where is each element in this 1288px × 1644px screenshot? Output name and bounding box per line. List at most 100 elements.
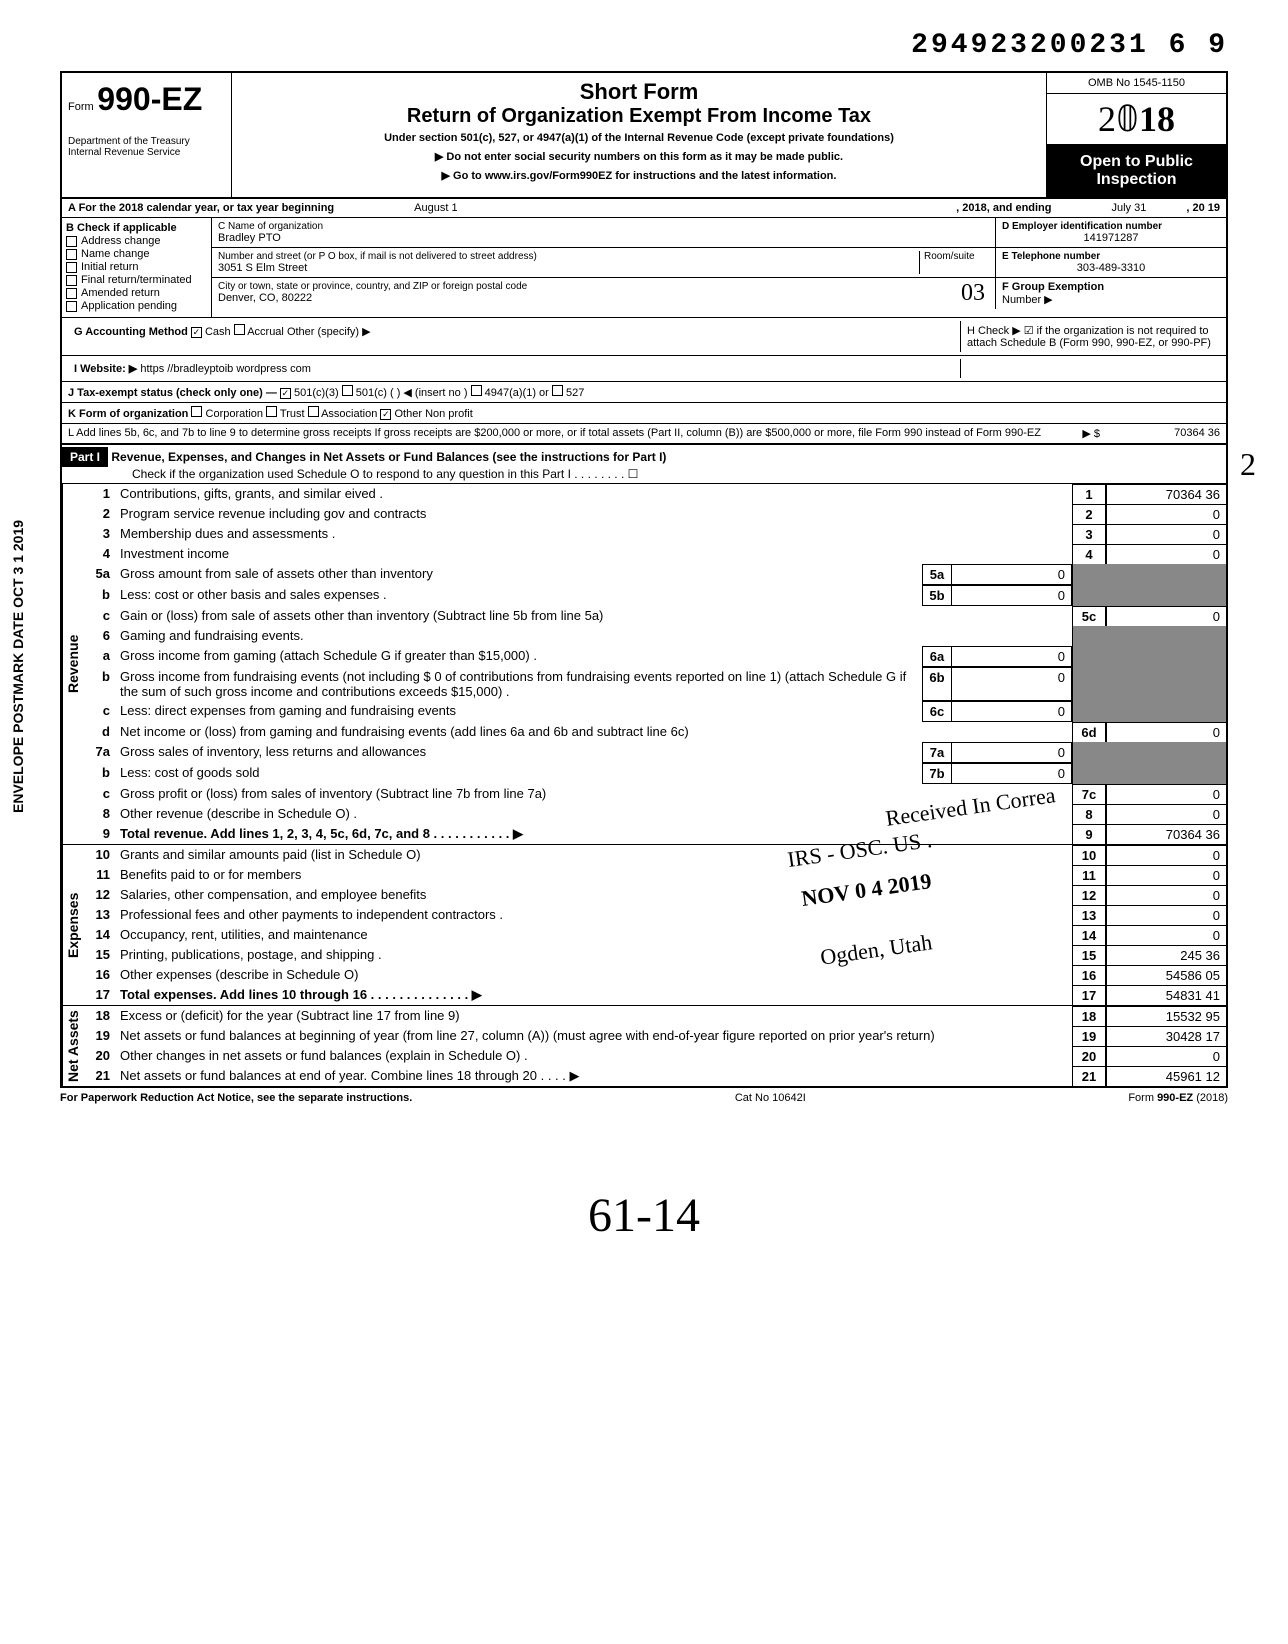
line-6c-desc: Less: direct expenses from gaming and fu… — [116, 701, 922, 722]
line-13-val: 0 — [1106, 905, 1226, 925]
cb-501c[interactable] — [342, 385, 353, 396]
part1-title: Revenue, Expenses, and Changes in Net As… — [111, 450, 666, 464]
line-5c-desc: Gain or (loss) from sale of assets other… — [116, 606, 1072, 626]
cb-corp[interactable] — [191, 406, 202, 417]
cb-accrual[interactable] — [234, 324, 245, 335]
line-2-box: 2 — [1072, 504, 1106, 524]
line-7b-desc: Less: cost of goods sold — [116, 763, 922, 784]
line-8-box: 8 — [1072, 804, 1106, 824]
line-20-num: 20 — [86, 1046, 116, 1066]
footer: For Paperwork Reduction Act Notice, see … — [60, 1088, 1228, 1108]
line-5a-num: 5a — [86, 564, 116, 585]
line-16-box: 16 — [1072, 965, 1106, 985]
lbl-other-method: Other (specify) ▶ — [287, 326, 371, 338]
line-2-desc: Program service revenue including gov an… — [116, 504, 1072, 524]
line-5b-num: b — [86, 585, 116, 606]
line-17-desc: Total expenses. Add lines 10 through 16 … — [120, 987, 482, 1002]
line-8-num: 8 — [86, 804, 116, 824]
line-12-val: 0 — [1106, 885, 1226, 905]
line-17-box: 17 — [1072, 985, 1106, 1005]
phone-label: E Telephone number — [1002, 251, 1220, 262]
cb-527[interactable] — [552, 385, 563, 396]
line-7a-num: 7a — [86, 742, 116, 763]
city-label: City or town, state or province, country… — [218, 281, 989, 292]
group-exempt-label: F Group Exemption — [1002, 281, 1104, 293]
row-a-prefix: A For the 2018 calendar year, or tax yea… — [68, 202, 334, 214]
lbl-4947: 4947(a)(1) or — [485, 387, 549, 399]
city-value: Denver, CO, 80222 — [218, 292, 989, 304]
line-6d-desc: Net income or (loss) from gaming and fun… — [116, 722, 1072, 742]
line-21-val: 45961 12 — [1106, 1066, 1226, 1086]
line-18-num: 18 — [86, 1006, 116, 1026]
ein-value: 141971287 — [1002, 232, 1220, 244]
handwritten-bottom: 61-14 — [60, 1188, 1228, 1243]
line-19-num: 19 — [86, 1026, 116, 1046]
line-18-desc: Excess or (deficit) for the year (Subtra… — [116, 1006, 1072, 1026]
subtitle: Under section 501(c), 527, or 4947(a)(1)… — [242, 132, 1036, 144]
line-18-val: 15532 95 — [1106, 1006, 1226, 1026]
handwritten-03: 03 — [961, 280, 985, 307]
cb-4947[interactable] — [471, 385, 482, 396]
cb-initial-return[interactable] — [66, 262, 77, 273]
cb-other-org[interactable] — [380, 409, 391, 420]
header-grid: B Check if applicable Address change Nam… — [60, 218, 1228, 318]
line-11-desc: Benefits paid to or for members — [116, 865, 1072, 885]
cb-assoc[interactable] — [308, 406, 319, 417]
omb-number: OMB No 1545-1150 — [1047, 73, 1226, 94]
cb-cash[interactable] — [191, 327, 202, 338]
line-6d-box: 6d — [1072, 722, 1106, 742]
line-7c-val: 0 — [1106, 784, 1226, 804]
line-6a-desc: Gross income from gaming (attach Schedul… — [116, 646, 922, 667]
cb-address-change[interactable] — [66, 236, 77, 247]
part1-check: Check if the organization used Schedule … — [132, 467, 638, 481]
lbl-527: 527 — [566, 387, 584, 399]
row-g: G Accounting Method Cash Accrual Other (… — [68, 321, 960, 352]
lbl-final-return: Final return/terminated — [81, 274, 192, 286]
line-5a-mv: 0 — [952, 564, 1072, 585]
cb-name-change[interactable] — [66, 249, 77, 260]
line-9-val: 70364 36 — [1106, 824, 1226, 844]
line-1-val: 70364 36 — [1106, 484, 1226, 504]
line-14-num: 14 — [86, 925, 116, 945]
cb-501c3[interactable] — [280, 388, 291, 399]
line-7a-desc: Gross sales of inventory, less returns a… — [116, 742, 922, 763]
lbl-cash: Cash — [205, 326, 231, 338]
row-a-suffix: , 20 19 — [1186, 202, 1220, 214]
tax-exempt-label: J Tax-exempt status (check only one) — — [68, 387, 277, 399]
line-21-box: 21 — [1072, 1066, 1106, 1086]
line-3-desc: Membership dues and assessments . — [116, 524, 1072, 544]
line-13-num: 13 — [86, 905, 116, 925]
line-21-desc: Net assets or fund balances at end of ye… — [116, 1066, 1072, 1086]
lbl-app-pending: Application pending — [81, 300, 177, 312]
return-title: Return of Organization Exempt From Incom… — [242, 105, 1036, 128]
line-15-box: 15 — [1072, 945, 1106, 965]
part1-label: Part I — [62, 447, 108, 467]
cb-final-return[interactable] — [66, 275, 77, 286]
line-13-box: 13 — [1072, 905, 1106, 925]
cb-trust[interactable] — [266, 406, 277, 417]
line-20-box: 20 — [1072, 1046, 1106, 1066]
line-2-val: 0 — [1106, 504, 1226, 524]
line-3-box: 3 — [1072, 524, 1106, 544]
handwritten-2: 2 — [1240, 446, 1256, 483]
tax-year-begin: August 1 — [414, 202, 457, 214]
cb-app-pending[interactable] — [66, 301, 77, 312]
line-6a-mv: 0 — [952, 646, 1072, 667]
website-label: I Website: ▶ — [74, 363, 137, 375]
line-7c-num: c — [86, 784, 116, 804]
line-10-num: 10 — [86, 845, 116, 865]
row-a-tax-year: A For the 2018 calendar year, or tax yea… — [60, 197, 1228, 218]
row-a-mid: , 2018, and ending — [956, 202, 1051, 214]
line-16-desc: Other expenses (describe in Schedule O) — [116, 965, 1072, 985]
row-l-text: L Add lines 5b, 6c, and 7b to line 9 to … — [68, 427, 1060, 440]
line-7b-mb: 7b — [922, 763, 952, 784]
line-4-num: 4 — [86, 544, 116, 564]
cb-amended[interactable] — [66, 288, 77, 299]
line-12-box: 12 — [1072, 885, 1106, 905]
line-15-val: 245 36 — [1106, 945, 1226, 965]
addr-label: Number and street (or P O box, if mail i… — [218, 251, 919, 262]
org-name: Bradley PTO — [218, 232, 989, 244]
line-4-val: 0 — [1106, 544, 1226, 564]
line-12-num: 12 — [86, 885, 116, 905]
line-18-box: 18 — [1072, 1006, 1106, 1026]
